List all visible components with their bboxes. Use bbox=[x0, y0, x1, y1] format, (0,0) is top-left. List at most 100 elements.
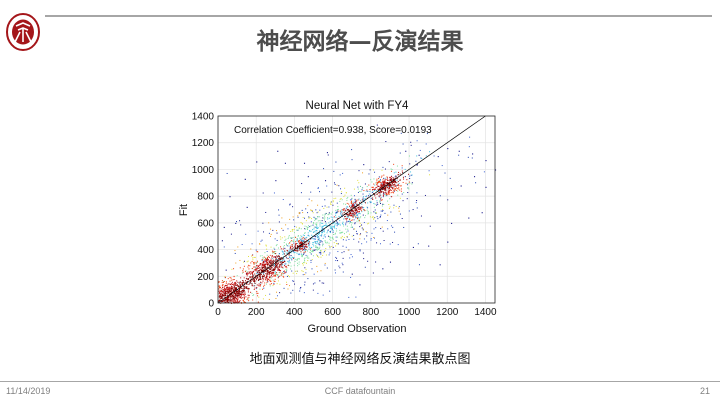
density-point bbox=[341, 199, 343, 201]
density-point bbox=[380, 179, 382, 181]
density-point bbox=[358, 198, 360, 200]
density-point bbox=[258, 267, 260, 269]
density-point bbox=[268, 274, 270, 276]
density-point bbox=[292, 230, 294, 232]
density-point bbox=[399, 173, 401, 175]
density-point bbox=[275, 274, 277, 276]
density-point bbox=[319, 251, 321, 253]
density-point bbox=[236, 280, 238, 282]
density-point bbox=[349, 199, 351, 201]
density-point bbox=[234, 299, 236, 301]
density-point bbox=[223, 246, 225, 248]
density-point bbox=[354, 204, 356, 206]
density-point bbox=[347, 196, 349, 198]
density-point bbox=[374, 189, 376, 191]
density-point bbox=[258, 283, 260, 285]
density-point bbox=[359, 206, 361, 208]
density-point bbox=[398, 207, 400, 209]
density-point bbox=[358, 210, 360, 212]
density-point bbox=[311, 238, 313, 240]
density-point bbox=[285, 271, 287, 273]
density-point bbox=[250, 278, 252, 280]
density-point bbox=[292, 229, 294, 231]
density-point bbox=[378, 190, 380, 192]
density-point bbox=[227, 283, 229, 285]
density-point bbox=[276, 295, 278, 297]
density-point bbox=[402, 172, 404, 174]
density-point bbox=[235, 282, 237, 284]
density-point bbox=[379, 243, 381, 245]
outlier-point bbox=[389, 261, 392, 263]
density-point bbox=[383, 182, 385, 184]
density-point bbox=[271, 264, 273, 266]
slide-title: 神经网络—反演结果 bbox=[256, 29, 464, 55]
density-point bbox=[324, 215, 326, 217]
density-point bbox=[372, 215, 374, 217]
density-point bbox=[304, 284, 306, 286]
density-point bbox=[385, 182, 387, 184]
density-point bbox=[348, 233, 350, 235]
density-point bbox=[229, 300, 231, 302]
density-point bbox=[381, 226, 383, 228]
density-point bbox=[359, 226, 361, 228]
density-point bbox=[234, 297, 236, 299]
density-point bbox=[268, 260, 270, 262]
density-point bbox=[301, 237, 303, 239]
density-point bbox=[265, 275, 267, 277]
density-point bbox=[324, 225, 326, 227]
density-point bbox=[362, 214, 364, 216]
density-point bbox=[302, 264, 304, 266]
density-point bbox=[247, 297, 249, 299]
density-point bbox=[317, 227, 319, 229]
density-point bbox=[339, 174, 341, 176]
density-point bbox=[259, 267, 261, 269]
density-point bbox=[274, 260, 276, 262]
density-point bbox=[416, 200, 418, 202]
density-point bbox=[323, 219, 325, 221]
outlier-point bbox=[485, 186, 487, 188]
density-point bbox=[267, 259, 269, 261]
density-point bbox=[301, 209, 303, 211]
density-point bbox=[348, 222, 350, 224]
density-point bbox=[239, 259, 241, 261]
density-point bbox=[361, 206, 363, 208]
density-point bbox=[303, 251, 305, 253]
density-point bbox=[223, 286, 225, 288]
density-point bbox=[350, 214, 352, 216]
density-point bbox=[230, 288, 232, 290]
density-point bbox=[387, 191, 389, 193]
density-point bbox=[233, 283, 235, 285]
density-point bbox=[379, 188, 381, 190]
density-point bbox=[316, 222, 318, 224]
density-point bbox=[391, 178, 393, 180]
density-point bbox=[318, 233, 320, 235]
density-point bbox=[288, 261, 290, 263]
density-point bbox=[301, 270, 303, 272]
density-point bbox=[324, 250, 326, 252]
density-point bbox=[241, 291, 243, 293]
density-point bbox=[395, 180, 397, 182]
density-point bbox=[304, 237, 306, 239]
density-point bbox=[386, 220, 388, 222]
density-point bbox=[263, 275, 265, 277]
density-point bbox=[260, 274, 262, 276]
density-point bbox=[283, 245, 285, 247]
density-point bbox=[250, 291, 252, 293]
density-point bbox=[375, 261, 377, 263]
density-point bbox=[330, 203, 332, 205]
density-point bbox=[257, 295, 259, 297]
density-point bbox=[291, 240, 293, 242]
university-logo-icon bbox=[6, 13, 40, 51]
density-point bbox=[261, 265, 263, 267]
density-point bbox=[310, 238, 312, 240]
density-point bbox=[278, 209, 280, 211]
x-tick-label: 400 bbox=[286, 307, 303, 318]
outlier-point bbox=[382, 268, 384, 270]
density-point bbox=[382, 166, 384, 168]
density-point bbox=[245, 277, 247, 279]
density-point bbox=[390, 179, 392, 181]
density-point bbox=[334, 227, 336, 229]
density-point bbox=[348, 296, 350, 298]
density-point bbox=[227, 299, 229, 301]
density-point bbox=[301, 241, 303, 243]
